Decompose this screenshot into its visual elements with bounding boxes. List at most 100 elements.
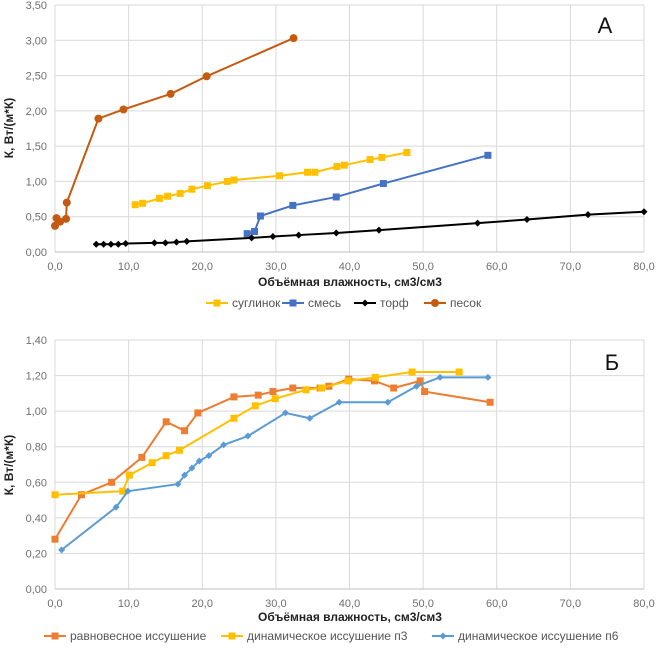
data-point (51, 491, 59, 499)
series-line (61, 376, 488, 551)
data-point (390, 384, 398, 392)
data-point (251, 228, 259, 236)
y-tick-label: 1,50 (26, 141, 47, 153)
x-tick-label: 20,0 (192, 598, 213, 610)
data-point (161, 239, 169, 247)
x-tick-label: 70,0 (560, 261, 581, 273)
data-point (523, 216, 531, 224)
data-point (223, 177, 231, 185)
x-tick-label: 70,0 (560, 598, 581, 610)
data-point (202, 72, 211, 81)
legend-label: песок (450, 296, 482, 310)
grid (54, 339, 645, 590)
series-line (246, 154, 489, 235)
legend: суглинок смесь торф песок (206, 296, 482, 310)
data-point (62, 198, 71, 207)
grid (54, 4, 645, 253)
x-tick-label: 30,0 (265, 261, 286, 273)
data-point (176, 189, 184, 197)
data-point (421, 388, 429, 396)
y-tick-label: 1,20 (26, 371, 47, 383)
data-point (344, 377, 352, 385)
legend-item: динамическое иссушение п6 (432, 629, 619, 643)
data-point (122, 240, 130, 248)
y-tick-label: 0,00 (26, 584, 47, 596)
series-line (54, 371, 460, 496)
data-point (332, 229, 340, 237)
panel-label: А (598, 13, 613, 38)
data-point (276, 172, 284, 180)
data-point (205, 452, 213, 460)
series-2 (92, 208, 648, 248)
data-point (340, 161, 348, 169)
x-axis-ticks: 0,0 10,0 20,0 30,0 40,0 50,0 60,0 70,0 80,0 (47, 598, 654, 610)
y-tick-label: 3,00 (26, 35, 47, 47)
data-point (230, 176, 238, 184)
data-point (318, 384, 326, 392)
data-point (484, 151, 492, 159)
x-axis-title: Объёмная влажность, см3/см3 (258, 610, 442, 624)
data-point (289, 384, 297, 392)
data-point (378, 153, 386, 161)
data-point (51, 535, 59, 543)
data-point (125, 471, 133, 479)
data-point (416, 377, 424, 385)
series-3 (51, 34, 298, 230)
y-tick-label: 2,00 (26, 106, 47, 118)
data-point (107, 240, 115, 248)
x-tick-label: 0,0 (47, 261, 62, 273)
data-point (195, 457, 203, 465)
data-point (306, 414, 314, 422)
data-point (269, 232, 277, 240)
data-point (228, 632, 236, 640)
data-point (119, 105, 128, 114)
legend: равновесное иссушение динамическое иссуше… (44, 629, 619, 643)
data-point (58, 546, 66, 554)
y-axis-title: К, Вт/(м*К) (2, 98, 16, 159)
data-point (174, 480, 182, 488)
x-tick-label: 20,0 (192, 261, 213, 273)
x-tick-label: 50,0 (412, 261, 433, 273)
data-point (139, 199, 147, 207)
data-point (484, 373, 492, 381)
chart-panel-a: 0,00 0,50 1,00 1,50 2,00 2,50 3,00 3,50 0,0 10,0… (2, 0, 655, 310)
data-point (188, 185, 196, 193)
data-point (361, 299, 369, 307)
y-axis-ticks: 0,00 0,50 1,00 1,50 2,00 2,50 3,00 3,50 (26, 0, 47, 259)
legend-item: смесь (282, 296, 341, 310)
x-tick-label: 60,0 (486, 598, 507, 610)
y-tick-label: 0,50 (26, 212, 47, 224)
x-axis-ticks: 0,0 10,0 20,0 30,0 40,0 50,0 60,0 70,0 80,0 (47, 261, 654, 273)
x-tick-label: 10,0 (118, 261, 139, 273)
data-point (455, 368, 463, 376)
data-point (164, 192, 172, 200)
data-point (162, 452, 170, 460)
data-point (474, 219, 482, 227)
data-point (289, 201, 297, 209)
y-tick-label: 1,40 (26, 335, 47, 347)
data-point (431, 299, 439, 307)
legend-label: торф (380, 296, 409, 310)
data-point (371, 377, 379, 385)
data-point (289, 34, 298, 43)
y-tick-label: 1,00 (26, 406, 47, 418)
data-point (584, 211, 592, 219)
legend-item: равновесное иссушение (44, 629, 207, 643)
y-tick-label: 0,60 (26, 477, 47, 489)
data-point (194, 409, 202, 417)
data-point (304, 168, 312, 176)
data-point (366, 156, 374, 164)
data-point (332, 193, 340, 201)
data-point (256, 212, 264, 220)
data-point (436, 373, 444, 381)
data-point (148, 459, 156, 467)
data-point (100, 240, 108, 248)
series-0 (131, 148, 411, 209)
x-tick-label: 60,0 (486, 261, 507, 273)
data-point (486, 398, 494, 406)
y-tick-label: 2,50 (26, 71, 47, 83)
x-axis-title: Объёмная влажность, см3/см3 (258, 275, 442, 289)
legend-item: суглинок (206, 296, 281, 310)
data-point (295, 231, 303, 239)
series-2 (58, 373, 492, 554)
